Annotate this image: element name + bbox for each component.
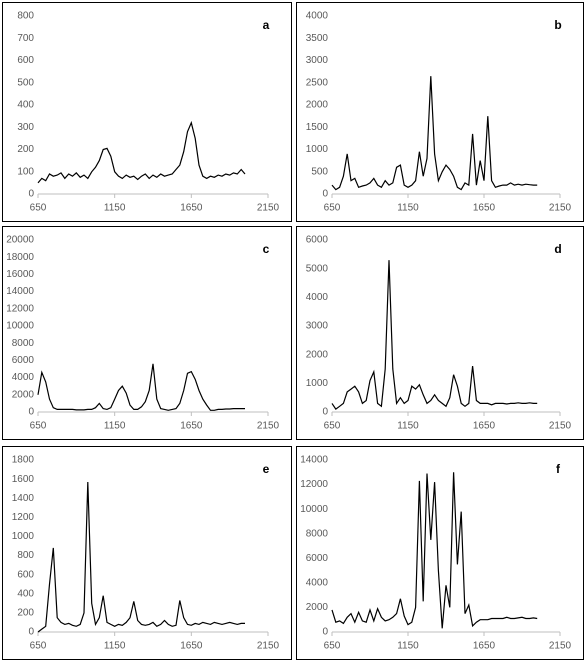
- y-tick-label: 0: [28, 627, 34, 638]
- y-tick-label: 6000: [306, 235, 329, 246]
- y-tick-label: 400: [17, 588, 34, 599]
- y-tick-label: 600: [17, 569, 34, 580]
- x-tick-label: 2150: [549, 421, 572, 432]
- y-tick-label: 100: [17, 166, 34, 177]
- x-tick-label: 1150: [104, 203, 126, 214]
- panel-border: [2, 446, 292, 660]
- y-tick-label: 1800: [12, 455, 35, 466]
- spectrum-line: [331, 472, 538, 629]
- y-tick-label: 16000: [6, 269, 34, 280]
- y-tick-label: 800: [17, 11, 34, 22]
- y-tick-label: 8000: [12, 338, 35, 349]
- y-tick-label: 1000: [306, 378, 329, 389]
- y-tick-label: 1000: [12, 531, 35, 542]
- y-tick-label: 400: [17, 100, 34, 111]
- spectrum-line: [37, 120, 246, 184]
- panel-label: c: [263, 242, 270, 256]
- y-tick-label: 18000: [6, 252, 34, 263]
- x-tick-label: 1150: [397, 203, 419, 214]
- x-tick-label: 650: [324, 421, 341, 432]
- x-tick-label: 1650: [180, 641, 203, 652]
- x-tick-label: 2150: [549, 203, 572, 214]
- y-tick-label: 5000: [306, 263, 329, 274]
- y-tick-label: 3000: [306, 55, 329, 66]
- x-tick-label: 2150: [549, 641, 572, 652]
- y-tick-label: 700: [17, 33, 34, 44]
- y-tick-label: 12000: [6, 303, 34, 314]
- y-tick-label: 1500: [306, 122, 329, 133]
- y-tick-label: 0: [28, 407, 34, 418]
- spectrum-line: [331, 260, 538, 410]
- y-tick-label: 800: [17, 550, 34, 561]
- x-tick-label: 1650: [180, 421, 203, 432]
- x-tick-label: 1150: [104, 641, 126, 652]
- y-tick-label: 2000: [306, 100, 329, 111]
- y-tick-label: 1400: [12, 493, 35, 504]
- y-tick-label: 2500: [306, 77, 329, 88]
- y-tick-label: 500: [311, 166, 328, 177]
- y-tick-label: 14000: [300, 455, 328, 466]
- x-tick-label: 650: [324, 641, 341, 652]
- panel-border: [296, 446, 584, 660]
- panel-label: d: [554, 242, 561, 256]
- panel-label: a: [263, 18, 270, 32]
- y-tick-label: 0: [28, 189, 34, 200]
- x-tick-label: 1650: [180, 203, 203, 214]
- y-tick-label: 4000: [12, 372, 35, 383]
- x-tick-label: 1150: [104, 421, 126, 432]
- y-tick-label: 2000: [12, 389, 35, 400]
- y-tick-label: 4000: [306, 11, 329, 22]
- panel-label: e: [263, 462, 270, 476]
- y-tick-label: 0: [322, 189, 328, 200]
- x-tick-label: 1650: [473, 641, 496, 652]
- panel-border: [2, 2, 292, 222]
- y-tick-label: 500: [17, 77, 34, 88]
- y-tick-label: 1200: [12, 512, 35, 523]
- y-tick-label: 3000: [306, 321, 329, 332]
- y-tick-label: 12000: [300, 479, 328, 490]
- y-tick-label: 2000: [306, 602, 329, 613]
- y-tick-label: 0: [322, 627, 328, 638]
- x-tick-label: 2150: [257, 203, 280, 214]
- y-tick-label: 300: [17, 122, 34, 133]
- panel-label: b: [554, 18, 561, 32]
- y-tick-label: 14000: [6, 286, 34, 297]
- x-tick-label: 650: [30, 203, 47, 214]
- y-tick-label: 8000: [306, 528, 329, 539]
- x-tick-label: 2150: [257, 421, 280, 432]
- x-tick-label: 1150: [397, 641, 419, 652]
- x-tick-label: 1650: [473, 203, 496, 214]
- x-tick-label: 650: [324, 203, 341, 214]
- y-tick-label: 3500: [306, 33, 329, 44]
- panel-border: [2, 226, 292, 440]
- y-tick-label: 4000: [306, 292, 329, 303]
- x-tick-label: 1650: [473, 421, 496, 432]
- y-tick-label: 10000: [6, 321, 34, 332]
- panel-border: [296, 2, 584, 222]
- spectrum-line: [37, 363, 245, 411]
- y-tick-label: 1600: [12, 474, 35, 485]
- spectrum-line: [37, 481, 245, 633]
- x-tick-label: 1150: [397, 421, 419, 432]
- y-tick-label: 200: [17, 144, 34, 155]
- y-tick-label: 10000: [300, 504, 328, 515]
- y-tick-label: 1000: [306, 144, 329, 155]
- x-tick-label: 650: [30, 641, 47, 652]
- y-tick-label: 600: [17, 55, 34, 66]
- y-tick-label: 20000: [6, 235, 34, 246]
- y-tick-label: 4000: [306, 577, 329, 588]
- spectrum-line: [331, 76, 538, 191]
- panel-label: f: [556, 462, 561, 476]
- y-tick-label: 0: [322, 407, 328, 418]
- x-tick-label: 2150: [257, 641, 280, 652]
- x-tick-label: 650: [30, 421, 47, 432]
- y-tick-label: 6000: [12, 355, 35, 366]
- y-tick-label: 6000: [306, 553, 329, 564]
- y-tick-label: 200: [17, 608, 34, 619]
- panel-border: [296, 226, 584, 440]
- y-tick-label: 2000: [306, 349, 329, 360]
